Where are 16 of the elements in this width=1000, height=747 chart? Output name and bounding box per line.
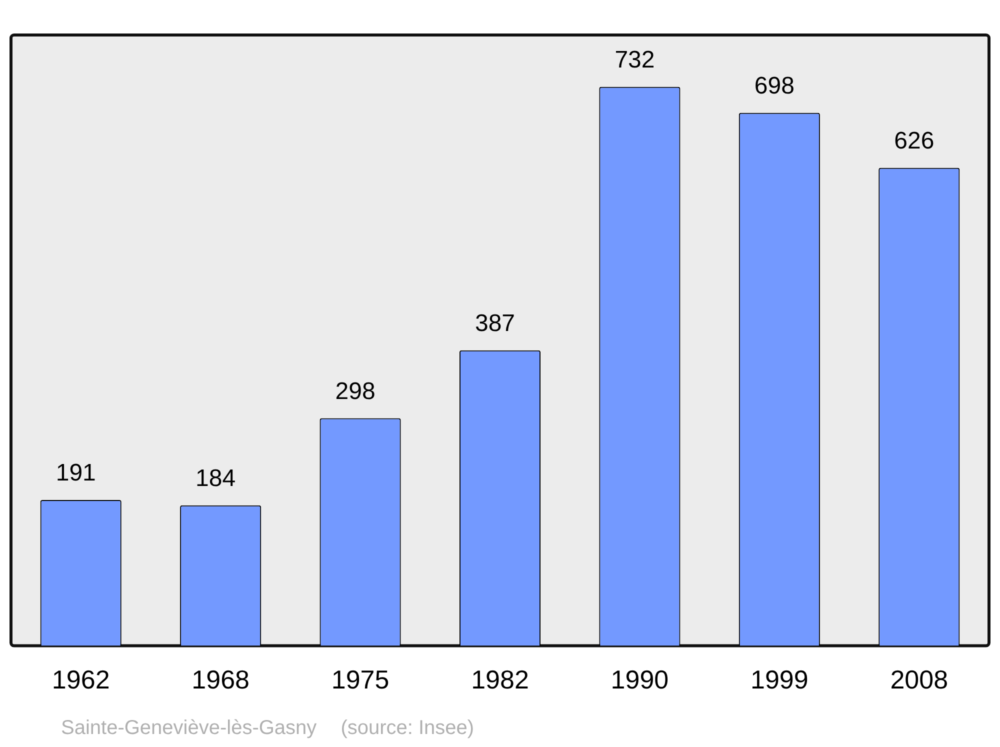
data-label: 387 — [474, 310, 516, 337]
text: Sainte-Geneviève-lès-Gasny — [61, 717, 317, 739]
x-tick-label: 1968 — [192, 664, 250, 695]
data-label: 698 — [754, 72, 794, 100]
data-label: 626 — [894, 127, 934, 154]
x-tick-label: 1982 — [471, 664, 529, 695]
x-tick-label: 1975 — [331, 664, 390, 695]
data-label: 732 — [614, 46, 655, 74]
x-tick-label: 2008 — [890, 664, 948, 695]
text: (source: Insee) — [340, 717, 474, 739]
data-label: 184 — [196, 464, 236, 492]
x-tick-label: 1962 — [52, 664, 110, 695]
data-label: 191 — [56, 460, 96, 487]
x-tick-label: 1990 — [610, 664, 669, 695]
data-label: 298 — [335, 378, 376, 405]
x-tick-label: 1999 — [750, 664, 808, 695]
